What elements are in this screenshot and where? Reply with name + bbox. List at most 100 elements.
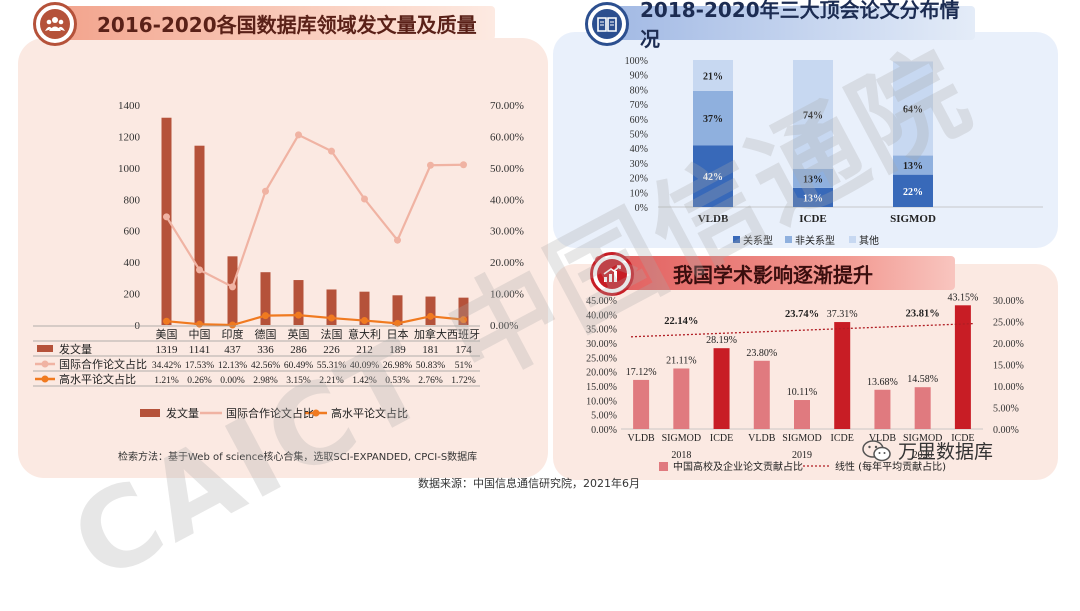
bar-contribution — [794, 400, 810, 429]
intl-collab-line — [165, 133, 464, 289]
left-y-tick: 35.00% — [586, 325, 617, 336]
intl-collab-point — [262, 187, 269, 195]
bar-value-label: 37.31% — [827, 309, 858, 320]
bar-contribution — [874, 389, 891, 429]
left-y-tick: 30.00% — [586, 339, 617, 350]
table-cell: 174 — [455, 344, 472, 356]
right-y-tick: 70.00% — [490, 100, 524, 112]
high-level-point — [460, 316, 467, 324]
segment-label: 13% — [803, 174, 823, 185]
table-cell: 212 — [356, 344, 373, 356]
left-y-tick: 200 — [124, 289, 141, 301]
category-label: SIGMOD — [782, 433, 821, 444]
y-tick: 0% — [635, 203, 648, 214]
table-cell: 42.56% — [251, 361, 280, 371]
right-y-tick: 15.00% — [993, 361, 1024, 372]
intl-collab-point — [196, 266, 203, 274]
table-row-label: 国际合作论文占比 — [59, 357, 147, 371]
right-y-tick: 30.00% — [993, 296, 1024, 307]
right-y-tick: 20.00% — [490, 257, 524, 269]
table-cell: 437 — [224, 344, 241, 356]
table-cell: 17.53% — [185, 361, 214, 371]
category-label: SIGMOD — [662, 433, 701, 444]
table-cell: 2.76% — [418, 376, 443, 386]
high-level-point — [262, 312, 269, 320]
legend-swatch — [785, 236, 792, 243]
intl-collab-point — [361, 195, 368, 203]
right-y-tick: 0.00% — [993, 425, 1019, 436]
category-label: 法国 — [321, 327, 343, 341]
left-y-tick: 400 — [124, 257, 141, 269]
table-cell: 2.21% — [319, 376, 344, 386]
y-tick: 70% — [630, 100, 648, 111]
bar-publications — [260, 272, 271, 325]
segment-label: 64% — [903, 105, 923, 116]
segment-label: 37% — [703, 114, 723, 125]
category-label: VLDB — [869, 433, 897, 444]
legend-label: 高水平论文占比 — [331, 406, 408, 420]
y-tick: 90% — [630, 71, 648, 82]
legend-label: 非关系型 — [795, 234, 835, 247]
bar-value-label: 28.19% — [706, 335, 737, 346]
category-label: SIGMOD — [890, 213, 936, 225]
bar-publications — [194, 145, 205, 325]
legend-label: 国际合作论文占比 — [226, 406, 314, 420]
y-tick: 40% — [630, 144, 648, 155]
legend-label: 其他 — [859, 234, 879, 247]
top-right-title: 2018-2020年三大顶会论文分布情况 — [595, 0, 975, 51]
table-cell: 51% — [455, 361, 473, 371]
right-y-tick: 0.00% — [490, 320, 518, 332]
stack-segment — [693, 60, 733, 91]
category-label: ICDE — [710, 433, 733, 444]
legend-label: 线性 (每年平均贡献占比) — [835, 460, 946, 473]
table-cell: 34.42% — [152, 361, 181, 371]
y-tick: 10% — [630, 188, 648, 199]
table-cell: 1319 — [156, 344, 179, 356]
table-row-label: 高水平论文占比 — [59, 372, 136, 386]
table-row-label: 发文量 — [59, 342, 92, 356]
high-level-point — [229, 321, 236, 329]
bottom-right-title-text: 我国学术影响逐渐提升 — [673, 262, 873, 287]
y-tick: 50% — [630, 130, 648, 141]
left-y-tick: 40.00% — [586, 310, 617, 321]
category-label: SIGMOD — [903, 433, 942, 444]
table-cell: 1141 — [189, 344, 211, 356]
bar-value-label: 14.58% — [907, 374, 938, 385]
category-label: 中国 — [189, 328, 211, 341]
table-cell: 226 — [323, 344, 340, 356]
category-label: 英国 — [288, 327, 310, 341]
left-y-tick: 5.00% — [591, 411, 617, 422]
table-cell: 336 — [257, 344, 274, 356]
right-y-tick: 40.00% — [490, 194, 524, 206]
bottom-right-title: 我国学术影响逐渐提升 — [595, 256, 955, 290]
bar-value-label: 13.68% — [867, 377, 898, 388]
bar-publications — [392, 295, 403, 325]
table-swatch-dot — [41, 360, 49, 368]
table-cell: 189 — [389, 344, 406, 356]
bar-contribution — [834, 322, 851, 429]
stack-segment — [893, 61, 933, 156]
high-level-point — [295, 311, 302, 319]
legend-swatch-dot2 — [312, 409, 320, 417]
category-label: ICDE — [951, 433, 974, 444]
right-y-tick: 5.00% — [993, 404, 1019, 415]
category-label: 西班牙 — [447, 328, 480, 341]
left-y-tick: 600 — [124, 226, 141, 238]
segment-label: 13% — [903, 161, 923, 172]
bottom-right-panel — [553, 264, 1058, 480]
legend-swatch — [659, 462, 668, 471]
stack-segment — [793, 187, 833, 207]
source-note: 数据来源：中国信息通信研究院，2021年6月 — [418, 477, 640, 490]
table-cell: 181 — [422, 344, 439, 356]
intl-collab-point — [295, 131, 302, 139]
people-icon — [33, 2, 77, 46]
left-y-tick: 25.00% — [586, 353, 617, 364]
table-cell: 286 — [290, 344, 307, 356]
right-y-tick: 50.00% — [490, 163, 524, 175]
intl-collab-point — [328, 147, 335, 155]
table-cell: 1.42% — [352, 376, 377, 386]
stacked-bar-chart: 0% 10% 20% 30% 40% 50% 60% 70% 80% 90% 100% 42% 37% 2… — [625, 56, 1043, 247]
table-cell: 12.13% — [218, 361, 247, 371]
bar-publications — [293, 280, 304, 325]
category-label: ICDE — [831, 433, 854, 444]
